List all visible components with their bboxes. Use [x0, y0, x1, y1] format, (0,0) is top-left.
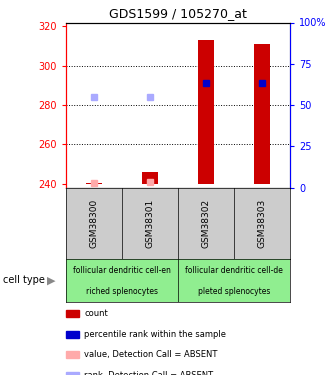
Title: GDS1599 / 105270_at: GDS1599 / 105270_at [109, 7, 247, 20]
Text: GSM38300: GSM38300 [89, 198, 99, 248]
Text: GSM38302: GSM38302 [202, 199, 211, 248]
Text: follicular dendritic cell-de: follicular dendritic cell-de [185, 266, 283, 275]
Text: follicular dendritic cell-en: follicular dendritic cell-en [73, 266, 171, 275]
Text: ▶: ▶ [47, 275, 55, 285]
Text: percentile rank within the sample: percentile rank within the sample [84, 330, 226, 339]
Text: riched splenocytes: riched splenocytes [86, 286, 158, 296]
Text: count: count [84, 309, 108, 318]
Bar [198, 40, 214, 184]
Bar [254, 44, 270, 184]
Text: value, Detection Call = ABSENT: value, Detection Call = ABSENT [84, 350, 217, 359]
Text: cell type: cell type [3, 275, 45, 285]
Bar [86, 183, 102, 184]
Text: GSM38303: GSM38303 [258, 198, 267, 248]
Bar [142, 172, 158, 184]
Text: rank, Detection Call = ABSENT: rank, Detection Call = ABSENT [84, 371, 213, 375]
Text: pleted splenocytes: pleted splenocytes [198, 286, 271, 296]
Text: GSM38301: GSM38301 [146, 198, 155, 248]
